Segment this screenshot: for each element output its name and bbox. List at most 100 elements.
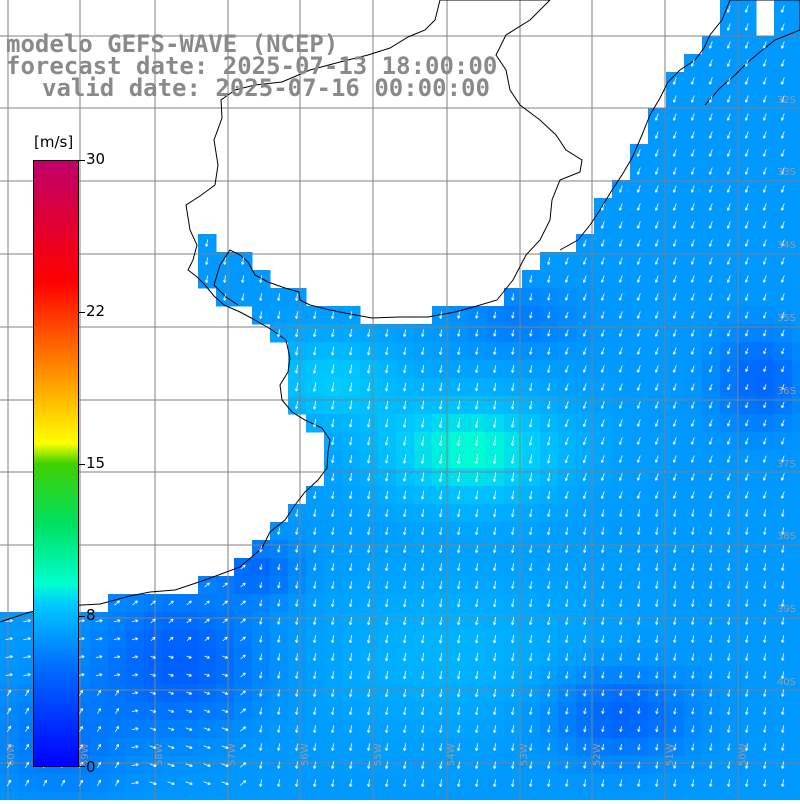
wind-arrow xyxy=(672,311,677,319)
wind-arrow xyxy=(619,671,623,679)
wind-arrow xyxy=(547,436,551,446)
wind-arrow xyxy=(456,418,461,428)
wind-arrow xyxy=(367,725,371,734)
wind-arrow xyxy=(781,311,785,319)
wind-arrow xyxy=(708,131,713,139)
wind-arrow xyxy=(277,671,281,679)
wind-arrow xyxy=(637,635,641,643)
wind-arrow xyxy=(456,454,461,465)
wind-arrow xyxy=(349,671,353,680)
wind-arrow xyxy=(691,617,695,625)
wind-arrow xyxy=(203,781,211,786)
wind-arrow xyxy=(222,636,228,642)
wind-arrow xyxy=(222,673,229,677)
coastline xyxy=(559,0,800,251)
wind-arrow xyxy=(23,655,31,659)
wind-arrow xyxy=(349,329,353,338)
wind-arrow xyxy=(511,599,515,608)
wind-arrow xyxy=(727,617,731,625)
wind-arrow xyxy=(349,436,353,446)
wind-arrow xyxy=(221,727,229,731)
wind-arrow xyxy=(240,582,246,588)
wind-arrow xyxy=(493,527,497,536)
wind-speed-cell xyxy=(792,504,800,523)
wind-arrow xyxy=(618,311,623,319)
colorbar-tick-label: 15 xyxy=(86,454,106,472)
wind-arrow xyxy=(654,365,659,373)
wind-arrow xyxy=(403,725,407,734)
wind-arrow xyxy=(690,383,695,391)
wind-arrow xyxy=(780,77,785,85)
wind-arrow xyxy=(295,400,299,410)
wind-arrow xyxy=(744,131,749,139)
wind-arrow xyxy=(601,545,605,553)
wind-arrow xyxy=(367,509,371,518)
wind-speed-cell xyxy=(792,396,800,415)
wind-arrow xyxy=(709,779,713,787)
wind-arrow xyxy=(185,763,193,767)
wind-arrow xyxy=(114,600,120,606)
wind-arrow xyxy=(421,527,425,536)
wind-arrow xyxy=(313,418,317,428)
wind-arrow xyxy=(600,401,605,409)
wind-speed-cell xyxy=(126,792,145,804)
wind-arrow xyxy=(654,167,659,175)
wind-arrow xyxy=(168,673,174,677)
wind-arrow xyxy=(763,402,767,409)
wind-arrow xyxy=(708,167,713,175)
wind-arrow xyxy=(295,707,299,715)
wind-arrow xyxy=(367,329,371,338)
wind-arrow xyxy=(547,509,551,518)
wind-arrow xyxy=(313,400,317,410)
wind-arrow xyxy=(547,418,551,428)
wind-speed-cell xyxy=(792,90,800,109)
wind-arrow xyxy=(781,401,785,409)
wind-speed-cell xyxy=(792,360,800,379)
wind-arrow xyxy=(781,527,785,535)
wind-arrow xyxy=(690,185,695,193)
wind-speed-cell xyxy=(558,792,577,804)
wind-arrow xyxy=(457,616,461,626)
wind-arrow xyxy=(672,77,677,85)
wind-arrow xyxy=(654,383,659,391)
wind-arrow xyxy=(672,185,677,193)
wind-arrow xyxy=(762,131,767,139)
wind-arrow xyxy=(457,508,461,518)
wind-arrow xyxy=(781,563,785,571)
wind-arrow xyxy=(259,617,263,625)
wind-arrow xyxy=(745,545,749,553)
wind-arrow xyxy=(403,364,407,374)
wind-arrow xyxy=(690,167,695,175)
wind-arrow xyxy=(744,275,749,283)
wind-arrow xyxy=(762,149,767,157)
wind-arrow xyxy=(115,725,119,732)
wind-arrow xyxy=(745,653,749,661)
wind-arrow xyxy=(529,329,533,337)
wind-arrow xyxy=(457,707,461,716)
wind-arrow xyxy=(529,599,533,608)
wind-arrow xyxy=(259,635,263,643)
wind-speed-cell xyxy=(792,378,800,397)
wind-arrow xyxy=(691,563,695,571)
wind-arrow xyxy=(348,400,353,410)
wind-arrow xyxy=(403,743,407,751)
wind-arrow xyxy=(348,382,353,392)
wind-arrow xyxy=(673,761,677,769)
wind-arrow xyxy=(744,239,749,247)
wind-arrow xyxy=(637,743,641,751)
wind-arrow xyxy=(547,347,551,355)
wind-arrow xyxy=(673,743,677,751)
wind-arrow xyxy=(709,329,713,337)
wind-arrow xyxy=(600,383,605,391)
wind-speed-cell xyxy=(162,792,181,804)
colorbar-tick-label: 8 xyxy=(86,606,96,624)
wind-speed-cell xyxy=(306,792,325,804)
wind-speed-cell xyxy=(684,792,703,804)
wind-arrow xyxy=(601,761,605,769)
wind-arrow xyxy=(493,508,497,518)
wind-arrow xyxy=(636,221,641,229)
wind-arrow xyxy=(709,419,713,427)
wind-arrow xyxy=(673,689,677,697)
wind-arrow xyxy=(762,491,767,499)
wind-arrow xyxy=(565,581,569,590)
